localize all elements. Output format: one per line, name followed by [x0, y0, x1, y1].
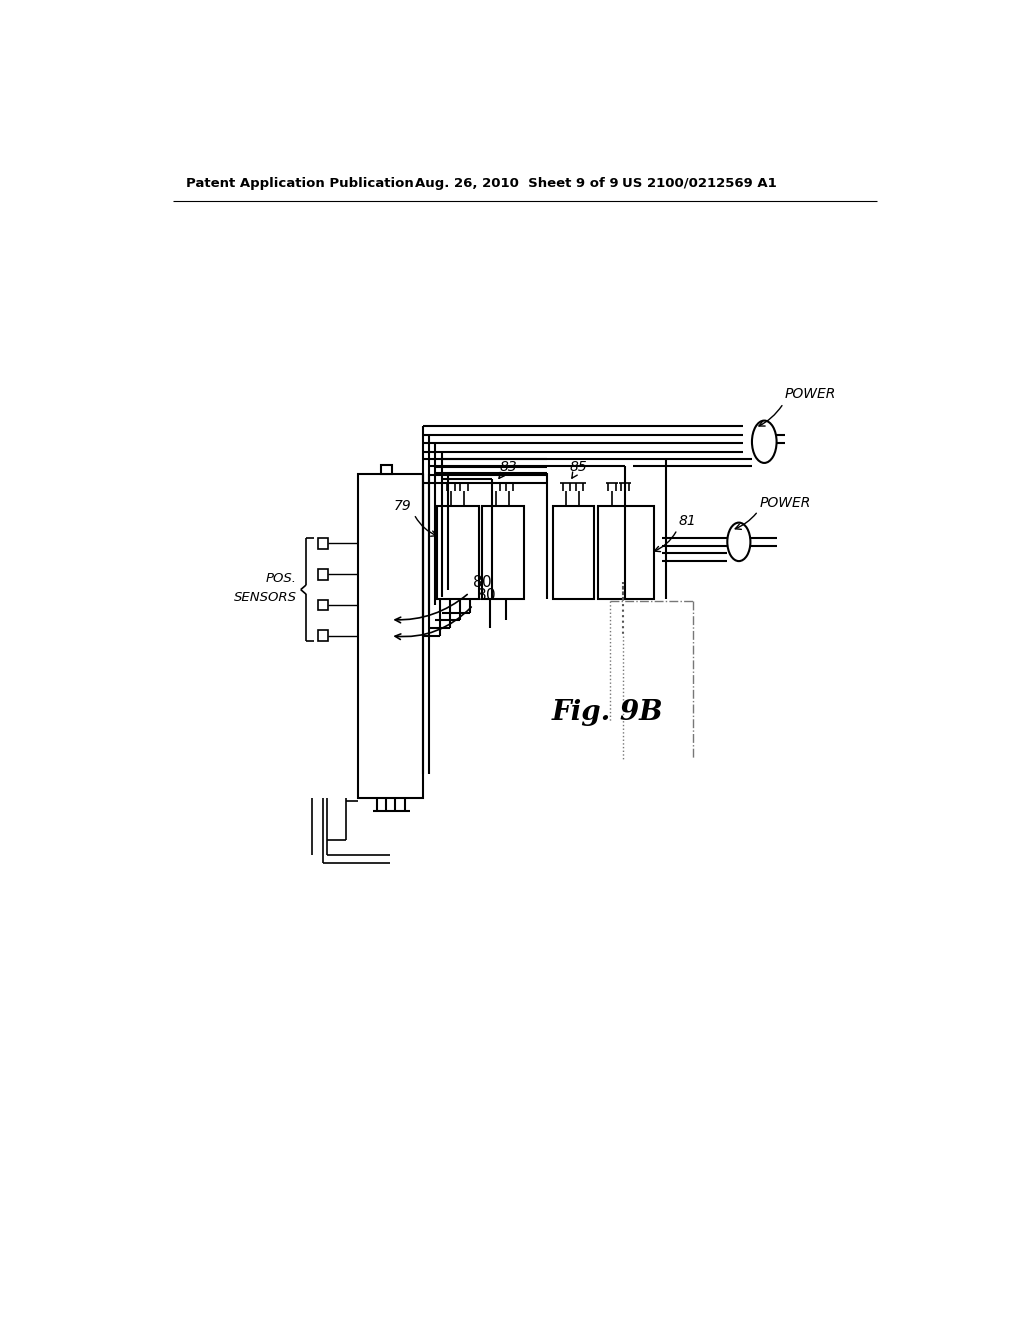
Bar [598, 507, 654, 599]
Text: $80$: $80$ [475, 586, 496, 603]
Text: 81: 81 [679, 513, 696, 528]
Text: US 2100/0212569 A1: US 2100/0212569 A1 [622, 177, 776, 190]
Bar [317, 631, 329, 642]
Ellipse shape [727, 523, 751, 561]
Bar [437, 507, 478, 599]
Text: Aug. 26, 2010  Sheet 9 of 9: Aug. 26, 2010 Sheet 9 of 9 [416, 177, 620, 190]
Bar [482, 507, 524, 599]
Bar [357, 474, 423, 797]
Bar [317, 539, 329, 549]
Bar [317, 599, 329, 610]
Bar [553, 507, 594, 599]
Text: POS.: POS. [266, 573, 297, 585]
Text: 79: 79 [394, 499, 412, 512]
Text: 85: 85 [569, 461, 587, 474]
Bar [381, 465, 392, 474]
Text: Patent Application Publication: Patent Application Publication [186, 177, 414, 190]
Text: POWER: POWER [785, 387, 837, 401]
Bar [317, 569, 329, 579]
Text: 83: 83 [500, 461, 517, 474]
Text: $80$: $80$ [472, 574, 492, 590]
Text: POWER: POWER [760, 495, 811, 510]
Ellipse shape [752, 421, 776, 463]
Text: SENSORS: SENSORS [233, 591, 297, 603]
Text: Fig. 9B: Fig. 9B [552, 700, 664, 726]
